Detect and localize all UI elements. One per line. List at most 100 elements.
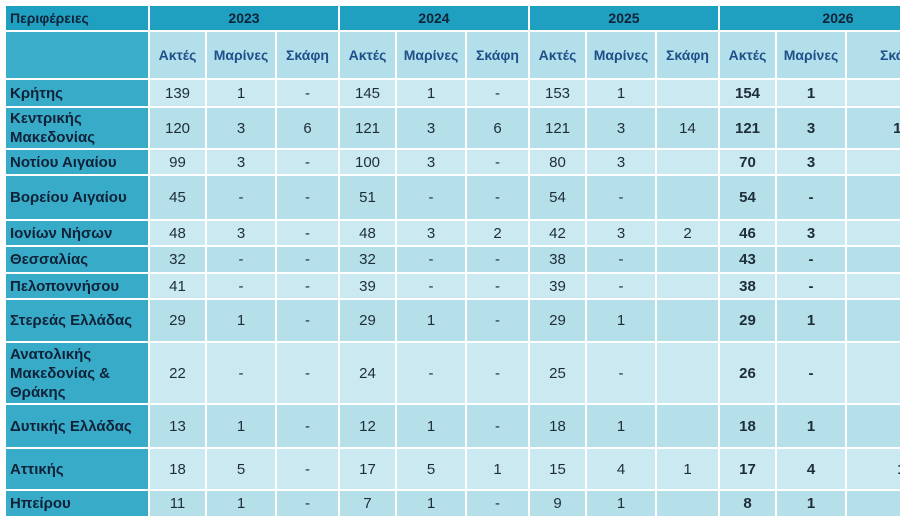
value-cell bbox=[655, 148, 720, 176]
value-cell: 100 bbox=[338, 148, 397, 176]
value-cell: 121 bbox=[338, 106, 397, 150]
value-cell: 32 bbox=[338, 245, 397, 274]
value-cell: 48 bbox=[338, 219, 397, 247]
value-cell: 1 bbox=[205, 298, 277, 343]
value-cell: - bbox=[395, 272, 467, 300]
value-cell bbox=[655, 272, 720, 300]
value-cell bbox=[655, 403, 720, 449]
value-cell: 29 bbox=[528, 298, 587, 343]
value-cell: 1 bbox=[395, 78, 467, 108]
subheader: Μαρίνες bbox=[775, 30, 847, 80]
value-cell: 1 bbox=[205, 78, 277, 108]
value-cell: 3 bbox=[395, 219, 467, 247]
value-cell: - bbox=[395, 341, 467, 405]
value-cell: 3 bbox=[585, 106, 657, 150]
value-cell: 7 bbox=[338, 489, 397, 518]
region-header: Περιφέρειες bbox=[4, 4, 150, 32]
value-cell bbox=[845, 78, 900, 108]
region-name: Πελοποννήσου bbox=[4, 272, 150, 300]
value-cell: 22 bbox=[148, 341, 207, 405]
value-cell: - bbox=[585, 174, 657, 221]
value-cell: 1 bbox=[845, 447, 900, 491]
region-name: Αττικής bbox=[4, 447, 150, 491]
value-cell bbox=[845, 341, 900, 405]
value-cell: - bbox=[775, 174, 847, 221]
value-cell: 3 bbox=[205, 106, 277, 150]
value-cell: - bbox=[585, 341, 657, 405]
data-row: Ηπείρου 11 1-7 1-9 1 8 1 bbox=[4, 489, 900, 518]
value-cell: - bbox=[275, 298, 340, 343]
value-cell: 2 bbox=[465, 219, 530, 247]
value-cell: - bbox=[465, 489, 530, 518]
data-row: Θεσσαλίας 32- -32- -38-43- bbox=[4, 245, 900, 274]
value-cell: 29 bbox=[338, 298, 397, 343]
subheader: Σκάφη bbox=[845, 30, 900, 80]
region-name: Ανατολικής Μακεδονίας & Θράκης bbox=[4, 341, 150, 405]
value-cell bbox=[655, 341, 720, 405]
value-cell: - bbox=[275, 245, 340, 274]
value-cell: 99 bbox=[148, 148, 207, 176]
year-header: 2024 bbox=[338, 4, 530, 32]
value-cell: 29 bbox=[148, 298, 207, 343]
region-name: Κεντρικής Μακεδονίας bbox=[4, 106, 150, 150]
value-cell: 1 bbox=[585, 298, 657, 343]
value-cell: 5 bbox=[395, 447, 467, 491]
value-cell: 54 bbox=[718, 174, 777, 221]
value-cell: 14 bbox=[655, 106, 720, 150]
subheader: Σκάφη bbox=[655, 30, 720, 80]
data-row: Στερεάς Ελλάδας 29 1-29 1-29 1 29 1 bbox=[4, 298, 900, 343]
value-cell: - bbox=[585, 245, 657, 274]
value-cell bbox=[655, 245, 720, 274]
value-cell bbox=[655, 174, 720, 221]
value-cell: - bbox=[395, 245, 467, 274]
value-cell bbox=[845, 148, 900, 176]
value-cell bbox=[655, 298, 720, 343]
subheader-row: Ακτές Μαρίνες Σκάφη Ακτές Μαρίνες Σκάφη Ακτές Μ… bbox=[4, 30, 900, 80]
region-name: Ιονίων Νήσων bbox=[4, 219, 150, 247]
value-cell: 3 bbox=[395, 106, 467, 150]
year-header: 2023 bbox=[148, 4, 340, 32]
value-cell bbox=[845, 272, 900, 300]
value-cell: 54 bbox=[528, 174, 587, 221]
value-cell: 1 bbox=[775, 403, 847, 449]
value-cell: 1 bbox=[205, 403, 277, 449]
value-cell: 5 bbox=[205, 447, 277, 491]
value-cell: 3 bbox=[775, 106, 847, 150]
value-cell: 6 bbox=[275, 106, 340, 150]
value-cell: 121 bbox=[718, 106, 777, 150]
value-cell: 3 bbox=[205, 219, 277, 247]
value-cell: 11 bbox=[148, 489, 207, 518]
region-name: Νοτίου Αιγαίου bbox=[4, 148, 150, 176]
value-cell bbox=[845, 403, 900, 449]
value-cell: 1 bbox=[205, 489, 277, 518]
value-cell: - bbox=[275, 489, 340, 518]
value-cell: - bbox=[465, 341, 530, 405]
value-cell: - bbox=[275, 447, 340, 491]
value-cell: 80 bbox=[528, 148, 587, 176]
value-cell: 48 bbox=[148, 219, 207, 247]
value-cell: 1 bbox=[465, 447, 530, 491]
value-cell: 17 bbox=[338, 447, 397, 491]
value-cell: 1 bbox=[395, 489, 467, 518]
value-cell: 32 bbox=[148, 245, 207, 274]
header-row: Περιφέρειες 2023 2024 2025 2026 bbox=[4, 4, 900, 32]
value-cell: 45 bbox=[148, 174, 207, 221]
value-cell: - bbox=[465, 403, 530, 449]
value-cell: 16 bbox=[845, 106, 900, 150]
value-cell bbox=[655, 78, 720, 108]
value-cell: - bbox=[465, 148, 530, 176]
year-header: 2025 bbox=[528, 4, 720, 32]
subheader: Μαρίνες bbox=[585, 30, 657, 80]
subheader: Ακτές bbox=[148, 30, 207, 80]
value-cell: 139 bbox=[148, 78, 207, 108]
value-cell: 153 bbox=[528, 78, 587, 108]
value-cell: - bbox=[465, 78, 530, 108]
value-cell: - bbox=[275, 78, 340, 108]
value-cell: - bbox=[395, 174, 467, 221]
value-cell: 3 bbox=[205, 148, 277, 176]
value-cell: - bbox=[205, 272, 277, 300]
value-cell: 1 bbox=[775, 298, 847, 343]
region-name: Δυτικής Ελλάδας bbox=[4, 403, 150, 449]
value-cell: - bbox=[275, 403, 340, 449]
data-row: Δυτικής Ελλάδας 13 1-12 1-18 1 18 1 bbox=[4, 403, 900, 449]
